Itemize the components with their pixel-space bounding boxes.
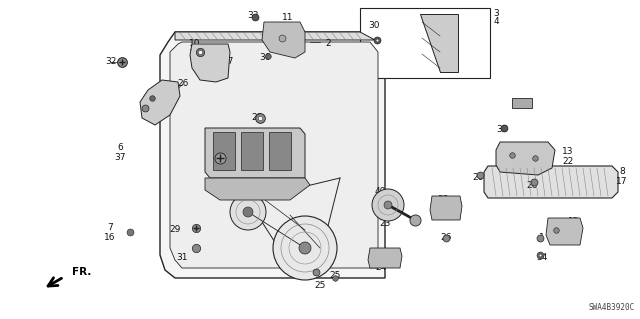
- Text: 34: 34: [536, 254, 548, 263]
- Text: 10: 10: [189, 39, 201, 48]
- Text: 31: 31: [176, 254, 188, 263]
- Text: 15: 15: [375, 253, 387, 262]
- Text: 37: 37: [115, 153, 125, 162]
- Circle shape: [384, 201, 392, 209]
- Text: 26: 26: [440, 234, 452, 242]
- Text: 26: 26: [177, 79, 189, 88]
- Text: 26: 26: [526, 182, 538, 190]
- Text: 6: 6: [117, 144, 123, 152]
- Circle shape: [273, 216, 337, 280]
- Text: 12: 12: [568, 218, 580, 226]
- Text: 38: 38: [437, 196, 449, 204]
- Polygon shape: [430, 196, 462, 220]
- Circle shape: [299, 242, 311, 254]
- Text: 22: 22: [563, 158, 573, 167]
- Text: 30: 30: [368, 21, 380, 31]
- Text: FR.: FR.: [72, 267, 92, 277]
- Text: 3: 3: [493, 10, 499, 19]
- Text: 5: 5: [521, 99, 527, 108]
- Circle shape: [243, 207, 253, 217]
- Polygon shape: [484, 166, 618, 198]
- Polygon shape: [496, 142, 555, 175]
- Polygon shape: [205, 128, 305, 178]
- Text: 35: 35: [496, 125, 508, 135]
- Text: 28: 28: [252, 114, 262, 122]
- Text: 20: 20: [282, 24, 294, 33]
- Text: 39: 39: [437, 205, 449, 214]
- Text: 2: 2: [325, 39, 331, 48]
- Text: 26: 26: [472, 174, 484, 182]
- Circle shape: [230, 194, 266, 230]
- Polygon shape: [262, 22, 305, 58]
- Polygon shape: [400, 12, 472, 74]
- Polygon shape: [546, 218, 583, 245]
- Text: 8: 8: [619, 167, 625, 176]
- Polygon shape: [205, 178, 310, 200]
- Polygon shape: [420, 14, 458, 72]
- Text: 40: 40: [374, 188, 386, 197]
- Text: 32: 32: [212, 158, 224, 167]
- Polygon shape: [190, 44, 230, 82]
- Text: 1: 1: [539, 234, 545, 242]
- Text: 27: 27: [222, 57, 234, 66]
- Text: 16: 16: [104, 234, 116, 242]
- Text: 26: 26: [140, 101, 152, 110]
- Text: 19: 19: [189, 48, 201, 57]
- Polygon shape: [512, 98, 532, 108]
- Text: 25: 25: [330, 271, 340, 279]
- Polygon shape: [140, 80, 180, 125]
- Text: 18: 18: [384, 205, 396, 214]
- Text: 13: 13: [563, 147, 573, 157]
- Text: 33: 33: [247, 11, 259, 20]
- Text: 4: 4: [493, 18, 499, 26]
- Polygon shape: [368, 248, 402, 268]
- Bar: [269, 132, 291, 170]
- Text: 29: 29: [170, 226, 180, 234]
- Text: 17: 17: [616, 177, 628, 187]
- Bar: [241, 132, 263, 170]
- Polygon shape: [175, 32, 375, 40]
- Text: 21: 21: [568, 227, 580, 236]
- Text: 11: 11: [282, 13, 294, 23]
- Text: 23: 23: [380, 219, 390, 228]
- Polygon shape: [170, 42, 378, 268]
- Polygon shape: [160, 32, 385, 278]
- Text: 9: 9: [387, 196, 393, 204]
- Text: SWA4B3920C: SWA4B3920C: [589, 303, 635, 312]
- Text: 32: 32: [106, 57, 116, 66]
- Text: 24: 24: [376, 263, 387, 271]
- Text: 14: 14: [380, 210, 390, 219]
- Text: 7: 7: [107, 224, 113, 233]
- Bar: [213, 132, 235, 170]
- Circle shape: [372, 189, 404, 221]
- Polygon shape: [360, 8, 490, 78]
- Text: 36: 36: [259, 54, 271, 63]
- Text: 25: 25: [314, 280, 326, 290]
